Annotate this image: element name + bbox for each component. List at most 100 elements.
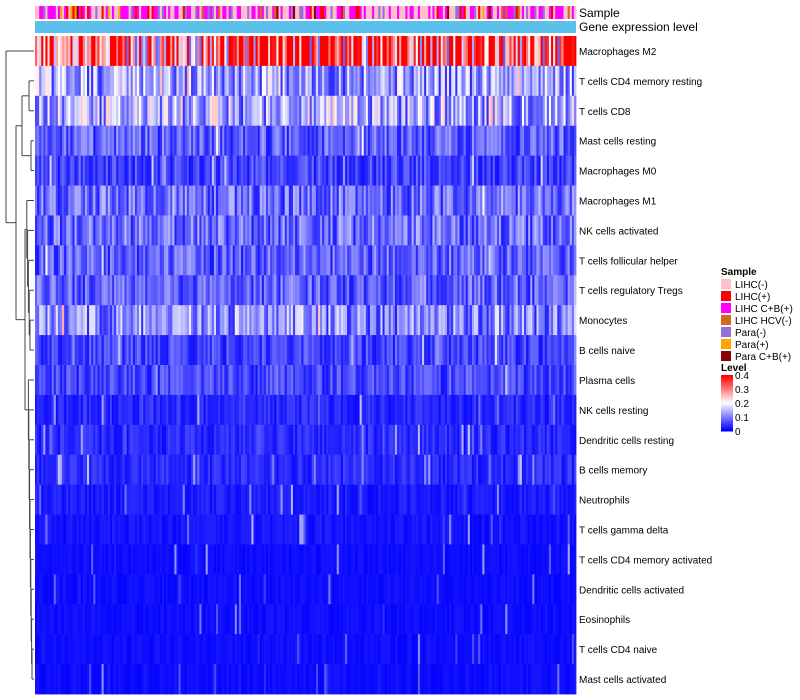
heatmap-cell bbox=[363, 275, 367, 306]
heatmap-cell bbox=[76, 305, 80, 336]
heatmap-cell bbox=[345, 424, 348, 456]
heatmap-cell bbox=[509, 514, 512, 545]
sample-cell bbox=[436, 6, 440, 19]
heatmap-cell bbox=[49, 245, 53, 276]
heatmap-cell bbox=[222, 125, 225, 157]
heatmap-cell bbox=[151, 275, 155, 306]
heatmap-cell bbox=[315, 125, 319, 157]
sample-cell bbox=[53, 6, 57, 19]
sample-cell bbox=[74, 6, 78, 19]
heatmap-cell bbox=[492, 365, 496, 396]
heatmap-cell bbox=[78, 394, 82, 426]
heatmap-cell bbox=[565, 65, 569, 97]
heatmap-cell bbox=[82, 365, 86, 396]
heatmap-cell bbox=[315, 365, 319, 396]
heatmap-cell bbox=[338, 95, 342, 127]
heatmap-cell bbox=[353, 365, 356, 396]
heatmap-cell bbox=[561, 95, 564, 127]
heatmap-cell bbox=[357, 335, 360, 366]
heatmap-cell bbox=[97, 454, 100, 486]
heatmap-cell bbox=[37, 305, 40, 336]
heatmap-cell bbox=[534, 185, 537, 216]
heatmap-cell bbox=[486, 65, 490, 97]
heatmap-cell bbox=[265, 65, 269, 97]
heatmap-cell bbox=[397, 275, 400, 306]
heatmap-cell bbox=[309, 245, 313, 276]
heatmap-cell bbox=[64, 215, 67, 246]
heatmap-cell bbox=[193, 544, 196, 575]
heatmap-cell bbox=[551, 394, 554, 426]
heatmap-cell bbox=[234, 454, 238, 486]
heatmap-cell bbox=[220, 305, 223, 336]
heatmap-cell bbox=[213, 95, 217, 127]
heatmap-cell bbox=[505, 65, 508, 97]
heatmap-cell bbox=[282, 424, 286, 456]
heatmap-cell bbox=[530, 514, 533, 545]
heatmap-cell bbox=[424, 185, 427, 216]
heatmap-cell bbox=[153, 125, 157, 157]
heatmap-cell bbox=[155, 155, 159, 186]
heatmap-cell bbox=[128, 65, 132, 97]
heatmap-cell bbox=[278, 544, 281, 575]
sample-cell bbox=[357, 6, 360, 19]
heatmap-cell bbox=[232, 394, 236, 426]
heatmap-cell bbox=[124, 155, 127, 186]
heatmap-cell bbox=[376, 125, 379, 157]
heatmap-cell bbox=[484, 155, 487, 186]
sample-cell bbox=[307, 6, 311, 19]
heatmap-cell bbox=[351, 454, 354, 486]
heatmap-cell bbox=[428, 335, 431, 366]
heatmap-cell bbox=[370, 424, 373, 456]
heatmap-cell bbox=[553, 335, 556, 366]
heatmap-cell bbox=[247, 305, 250, 336]
heatmap-cell bbox=[118, 305, 121, 336]
heatmap-cell bbox=[386, 424, 390, 456]
heatmap-cell bbox=[322, 185, 325, 216]
heatmap-cell bbox=[499, 125, 502, 157]
heatmap-cell bbox=[47, 424, 50, 456]
heatmap-cell bbox=[174, 514, 177, 545]
heatmap-cell bbox=[176, 185, 179, 216]
heatmap-cell bbox=[164, 394, 167, 426]
heatmap-cell bbox=[157, 36, 161, 67]
heatmap-cell bbox=[372, 36, 375, 67]
heatmap-cell bbox=[176, 424, 179, 456]
heatmap-cell bbox=[374, 365, 377, 396]
heatmap-cell bbox=[105, 95, 109, 127]
heatmap-cell bbox=[461, 514, 465, 545]
heatmap-cell bbox=[417, 365, 421, 396]
heatmap-cell bbox=[467, 454, 471, 486]
heatmap-cell bbox=[428, 365, 431, 396]
heatmap-cell bbox=[159, 305, 163, 336]
heatmap-cell bbox=[544, 215, 548, 246]
sample-cell bbox=[403, 6, 406, 19]
heatmap-cell bbox=[116, 215, 119, 246]
heatmap-cell bbox=[449, 185, 452, 216]
sample-cell bbox=[359, 6, 363, 19]
heatmap-cell bbox=[128, 36, 132, 67]
heatmap-cell bbox=[68, 305, 71, 336]
sample-cell bbox=[332, 6, 336, 19]
heatmap-cell bbox=[155, 454, 159, 486]
heatmap-cell bbox=[84, 394, 88, 426]
heatmap-cell bbox=[428, 514, 431, 545]
heatmap-cell bbox=[467, 305, 471, 336]
heatmap-cell bbox=[467, 424, 471, 456]
heatmap-cell bbox=[486, 215, 490, 246]
heatmap-cell bbox=[41, 185, 44, 216]
heatmap-cell bbox=[553, 215, 556, 246]
heatmap-cell bbox=[120, 424, 123, 456]
heatmap-cell bbox=[528, 424, 531, 456]
sample-cell bbox=[521, 6, 525, 19]
heatmap-cell bbox=[528, 95, 531, 127]
heatmap-cell bbox=[126, 305, 130, 336]
heatmap-cell bbox=[546, 36, 550, 67]
heatmap-cell bbox=[35, 394, 38, 426]
heatmap-cell bbox=[93, 544, 96, 575]
heatmap-cell bbox=[180, 65, 184, 97]
heatmap-cell bbox=[557, 514, 560, 545]
heatmap-cell bbox=[257, 185, 261, 216]
heatmap-cell bbox=[153, 335, 157, 366]
heatmap-cell bbox=[261, 215, 265, 246]
heatmap-cell bbox=[530, 454, 533, 486]
